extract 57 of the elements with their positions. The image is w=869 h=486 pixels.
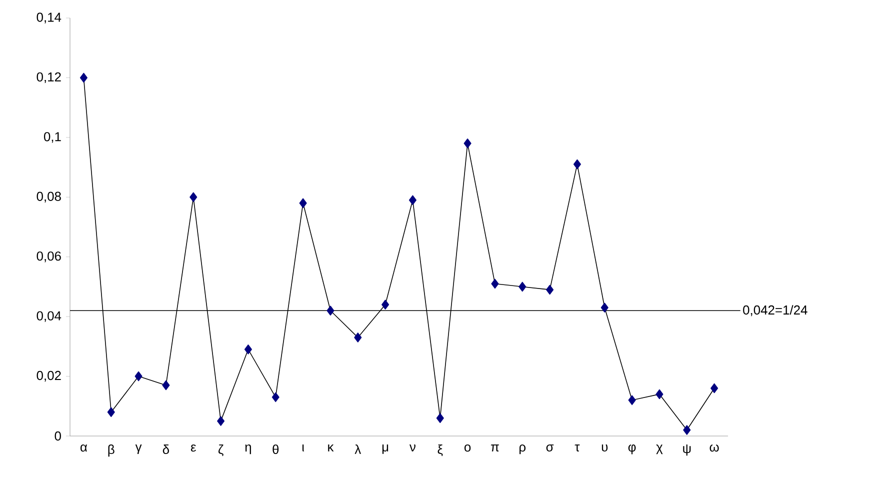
x-tick-label: ν <box>409 444 416 452</box>
x-tick-label: ρ <box>520 444 526 454</box>
x-tick-label: β <box>108 444 114 457</box>
x-tick-label: μ <box>382 444 388 454</box>
point <box>491 278 499 289</box>
x-tick-label: τ <box>574 444 580 452</box>
point <box>600 302 608 313</box>
x-tick-label: π <box>490 444 499 452</box>
y-tick-label: 0,08 <box>36 192 61 202</box>
x-tick-label: ο <box>464 444 471 452</box>
x-tick-label: σ <box>546 444 554 452</box>
point <box>299 198 307 208</box>
x-tick-label: κ <box>328 444 334 452</box>
point <box>656 389 664 400</box>
x-tick-label: λ <box>354 444 361 454</box>
x-tick-label: ζ <box>218 444 224 456</box>
y-tick-label: 0,06 <box>36 252 61 262</box>
ref-line-label: 0,042=1/24 <box>743 305 808 316</box>
x-tick-label: ι <box>302 444 304 452</box>
x-tick-label: ε <box>190 444 196 452</box>
y-tick-label: 0,12 <box>36 72 61 84</box>
point <box>190 192 198 202</box>
point <box>436 413 444 423</box>
point <box>244 344 252 354</box>
point <box>573 159 581 170</box>
point <box>272 392 280 402</box>
y-tick-label: 0,04 <box>36 311 62 322</box>
x-tick-label: υ <box>602 444 608 452</box>
point <box>546 284 554 295</box>
point <box>326 306 334 316</box>
x-tick-label: θ <box>272 444 279 454</box>
x-tick-label: ξ <box>438 444 443 456</box>
point <box>710 383 718 394</box>
x-tick-label: δ <box>162 444 170 454</box>
point <box>162 380 170 390</box>
point <box>628 395 636 406</box>
point <box>683 425 691 435</box>
x-tick-label: γ <box>135 444 142 454</box>
point <box>408 195 416 206</box>
point <box>382 300 390 310</box>
point <box>134 371 142 382</box>
x-tick-label: χ <box>656 444 663 454</box>
x-tick-label: ω <box>710 444 719 452</box>
y-tick-label: 0,02 <box>36 370 61 382</box>
y-tick-label: 0 <box>54 431 61 441</box>
x-tick-label: η <box>245 444 251 454</box>
y-tick-label: 0,1 <box>44 132 61 143</box>
x-tick-label: φ <box>628 444 636 454</box>
x-tick-label: α <box>80 444 88 452</box>
x-tick-label: ψ <box>683 444 691 456</box>
point <box>464 138 472 148</box>
point <box>217 416 225 426</box>
y-tick-label: 0,14 <box>36 12 62 24</box>
point <box>518 282 526 292</box>
point <box>107 407 115 418</box>
point <box>80 72 88 83</box>
point <box>354 332 362 342</box>
